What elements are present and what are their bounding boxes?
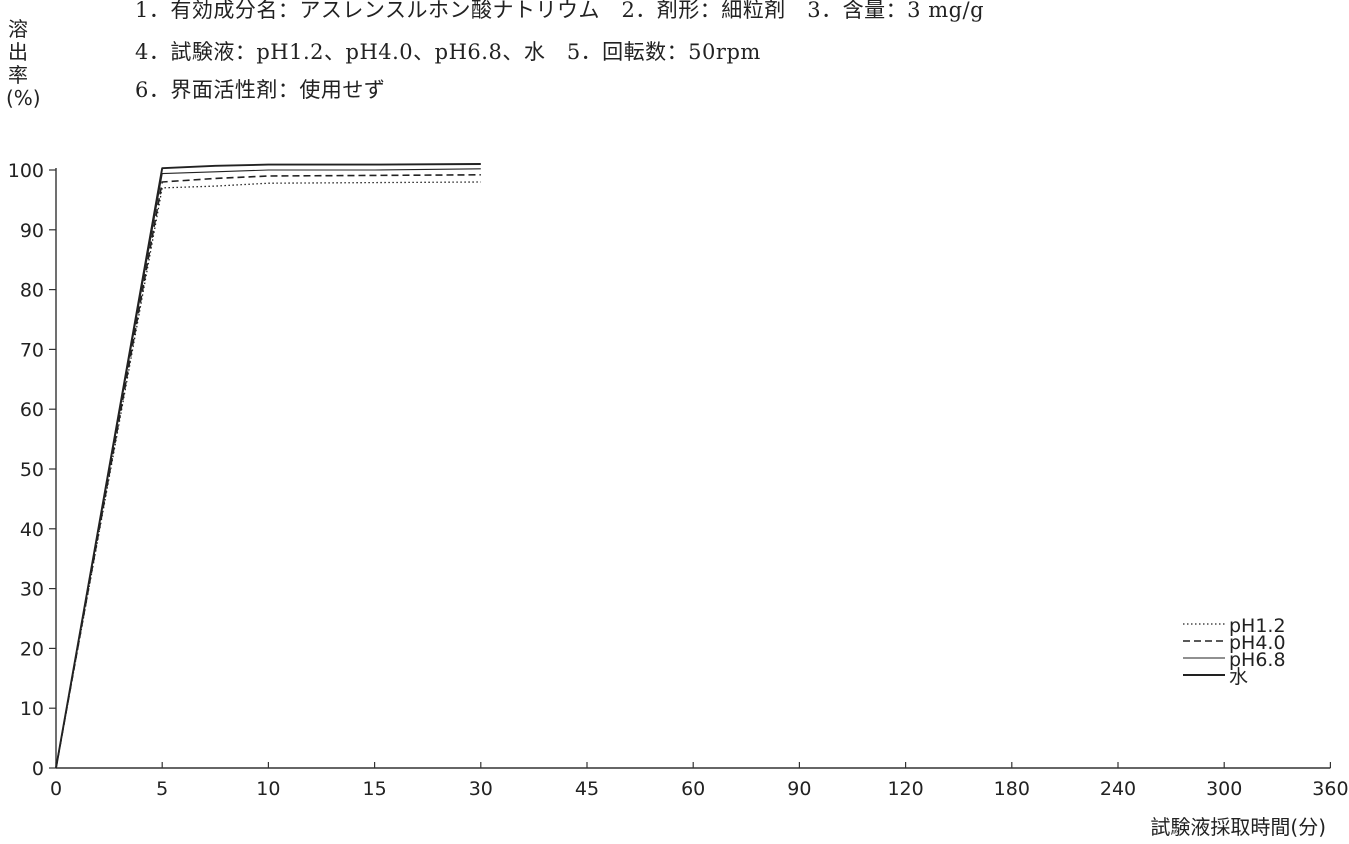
x-tick-label: 60 (681, 778, 705, 800)
axes (56, 168, 1330, 768)
y-tick-label: 20 (20, 638, 44, 660)
y-tick-label: 10 (20, 698, 44, 720)
x-tick-label: 15 (363, 778, 387, 800)
y-tick-label: 50 (20, 459, 44, 481)
y-tick-label: 60 (20, 399, 44, 421)
x-tick-label: 360 (1312, 778, 1348, 800)
series-lines (56, 164, 481, 768)
x-tick-label: 30 (469, 778, 493, 800)
x-tick-label: 240 (1100, 778, 1136, 800)
series-line-1 (56, 182, 481, 768)
legend-label: 水 (1229, 666, 1248, 688)
x-tick-label: 90 (787, 778, 811, 800)
x-tick-label: 120 (887, 778, 923, 800)
y-ticks: 0 10 20 30 40 50 60 70 80 90 100 (8, 160, 56, 780)
series-line-3 (56, 169, 481, 768)
x-tick-label: 0 (50, 778, 62, 800)
y-tick-label: 40 (20, 519, 44, 541)
y-tick-label: 0 (32, 758, 44, 780)
x-tick-label: 10 (256, 778, 280, 800)
y-tick-label: 30 (20, 579, 44, 601)
x-tick-label: 45 (575, 778, 599, 800)
series-line-2 (56, 175, 481, 768)
x-tick-label: 5 (156, 778, 168, 800)
x-tick-label: 300 (1206, 778, 1242, 800)
y-tick-label: 100 (8, 160, 44, 182)
y-tick-label: 80 (20, 280, 44, 302)
x-axis-label: 試験液採取時間(分) (1150, 815, 1326, 839)
x-tick-label: 180 (994, 778, 1030, 800)
y-tick-label: 90 (20, 220, 44, 242)
series-line-4 (56, 164, 481, 768)
y-tick-label: 70 (20, 339, 44, 361)
